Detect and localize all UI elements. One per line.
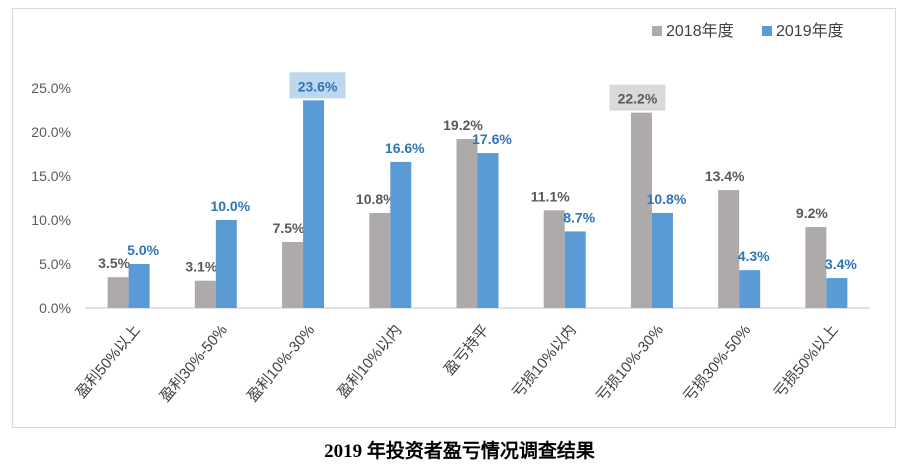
y-tick-label: 20.0% — [31, 124, 71, 140]
data-label: 3.4% — [825, 256, 857, 272]
bar-chart: 0.0%5.0%10.0%15.0%20.0%25.0%3.5%5.0%盈利50… — [31, 22, 870, 406]
x-tick-label: 盈利10%以内 — [334, 322, 405, 402]
y-tick-label: 15.0% — [31, 168, 71, 184]
bar-2019 — [303, 100, 325, 308]
data-label: 22.2% — [618, 91, 658, 107]
y-tick-label: 0.0% — [39, 300, 71, 316]
data-label: 11.1% — [531, 188, 570, 204]
data-label: 17.6% — [472, 131, 512, 147]
data-label: 13.4% — [705, 168, 745, 184]
data-label: 8.7% — [563, 209, 595, 225]
bar-2018 — [630, 112, 652, 308]
bar-2018 — [282, 242, 304, 308]
x-tick-label: 盈亏持平 — [441, 322, 493, 379]
bar-2019 — [390, 161, 412, 308]
x-tick-label: 盈利10%-30% — [244, 322, 318, 406]
highlight-box — [609, 84, 666, 111]
x-tick-label: 盈利50%以上 — [73, 322, 144, 402]
legend-label: 2018年度 — [666, 22, 734, 40]
x-tick-label: 盈利30%-50% — [157, 322, 231, 406]
x-tick-label: 亏损10%-30% — [593, 322, 667, 406]
bar-2018 — [805, 227, 827, 308]
legend-swatch-2018 — [652, 26, 662, 36]
bar-2019 — [826, 278, 848, 308]
bar-2019 — [564, 231, 586, 308]
bar-2018 — [194, 280, 216, 308]
chart-caption: 2019 年投资者盈亏情况调查结果 — [324, 441, 595, 462]
legend-swatch-2019 — [762, 26, 772, 36]
x-tick-label: 亏损50%以上 — [771, 322, 842, 402]
bar-2018 — [456, 139, 478, 308]
data-label: 5.0% — [127, 242, 159, 258]
bar-2018 — [369, 212, 391, 308]
bar-2018 — [107, 277, 129, 308]
data-label: 23.6% — [298, 78, 338, 94]
data-label: 3.1% — [185, 259, 217, 275]
y-tick-label: 10.0% — [31, 212, 71, 228]
bar-2018 — [543, 210, 565, 308]
y-tick-label: 5.0% — [39, 256, 71, 272]
y-tick-label: 25.0% — [31, 80, 71, 96]
highlight-box — [289, 72, 346, 99]
bar-2019 — [128, 264, 150, 308]
data-label: 10.8% — [356, 191, 396, 207]
data-label: 19.2% — [443, 117, 483, 133]
data-label: 7.5% — [273, 220, 305, 236]
x-tick-label: 亏损30%-50% — [680, 322, 754, 406]
data-label: 9.2% — [796, 205, 828, 221]
bar-2019 — [739, 270, 761, 308]
data-label: 4.3% — [738, 248, 770, 264]
legend-label: 2019年度 — [776, 22, 844, 40]
bar-2019 — [651, 212, 673, 308]
chart-frame — [12, 8, 896, 428]
x-tick-label: 亏损10%以内 — [509, 322, 580, 402]
bar-2019 — [477, 153, 499, 308]
bar-2018 — [718, 190, 740, 308]
data-label: 10.0% — [210, 198, 250, 214]
data-label: 16.6% — [385, 140, 425, 156]
data-label: 3.5% — [98, 255, 130, 271]
data-label: 10.8% — [647, 191, 687, 207]
bar-2019 — [215, 220, 237, 308]
